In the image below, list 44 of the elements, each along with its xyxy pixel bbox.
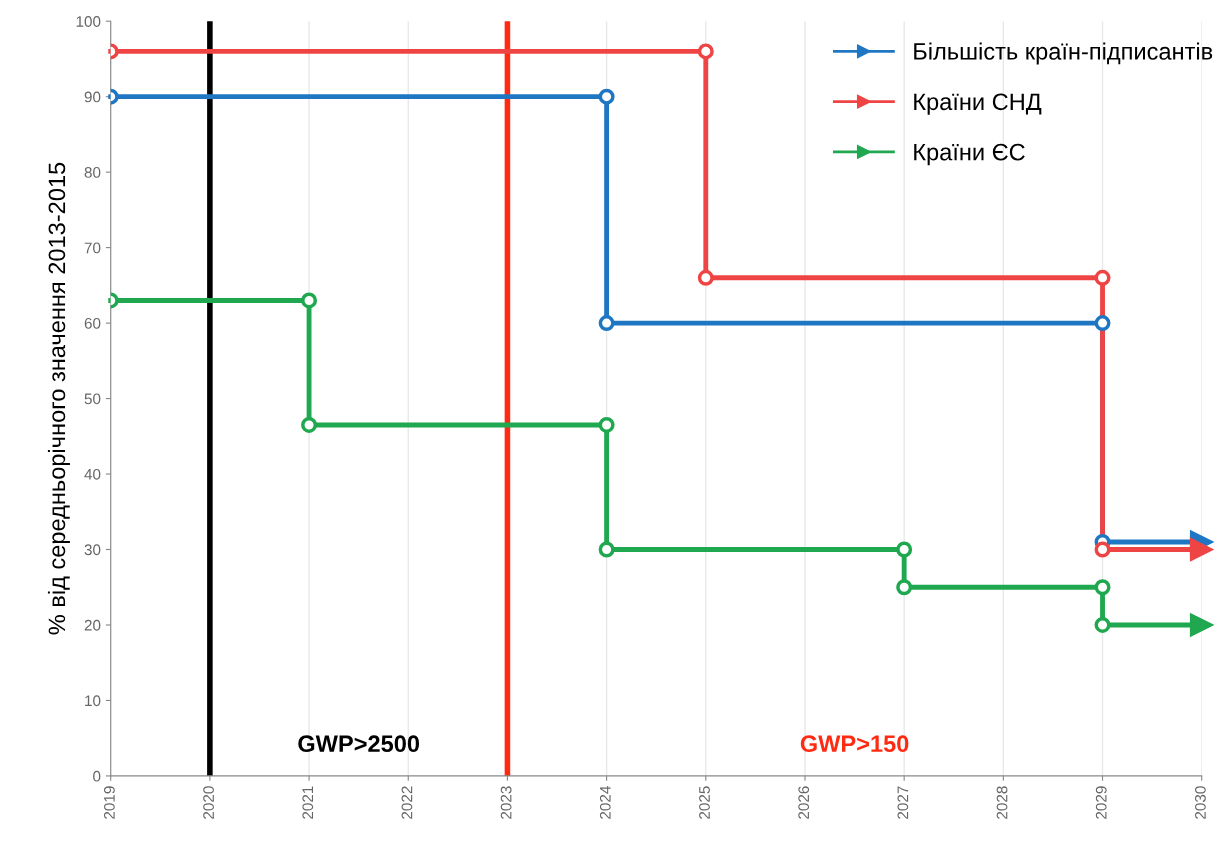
point [1094,315,1111,332]
legend-label: Країни СНД [914,93,1042,115]
x-tick-label: 2023 [500,786,512,819]
point [896,541,913,558]
x-tick-label: 2022 [401,786,413,819]
x-tick-label: 2025 [699,786,710,819]
y-tick-label: 10 [85,695,101,707]
point [697,43,714,60]
point [301,416,318,433]
point [1094,616,1111,633]
point [301,292,318,309]
point [1094,579,1111,596]
x-tick-label: 2019 [103,786,115,819]
y-tick-label: 60 [84,317,101,329]
x-tick-label: 2021 [302,786,314,819]
y-tick-label: 90 [84,91,101,103]
x-tick-label: 2029 [1095,786,1107,819]
point [598,88,615,105]
x-tick-label: 2024 [599,786,611,819]
x-tick-label: 2027 [897,786,909,819]
x-tick-label: 2020 [203,786,214,819]
annotation: GWP>2500 [298,735,420,753]
y-tick-label: 0 [93,770,101,782]
y-tick-label: 50 [84,393,101,405]
point [598,315,615,332]
point [697,269,714,286]
point [896,579,913,596]
y-tick-label: 30 [84,544,101,556]
x-tick-label: 2028 [996,786,1008,819]
legend-label: Країни ЄС [914,143,1025,166]
y-tick-label: 40 [84,468,101,480]
y-tick-label: 20 [84,619,101,631]
x-tick-label: 2026 [798,786,810,819]
point [598,541,615,558]
y-tick-label: 70 [84,242,101,254]
annotation: GWP>150 [800,735,909,753]
point [1094,541,1111,558]
y-tick-label: 80 [84,167,101,178]
y-tick-label: 100 [76,16,101,27]
y-axis-title: % від середньорічного значення 2013-2015 [47,162,70,635]
point [598,416,615,433]
point [1094,269,1111,286]
legend-label: Більшість країн-підписантів [914,42,1213,65]
x-tick-label: 2030 [1194,786,1206,819]
